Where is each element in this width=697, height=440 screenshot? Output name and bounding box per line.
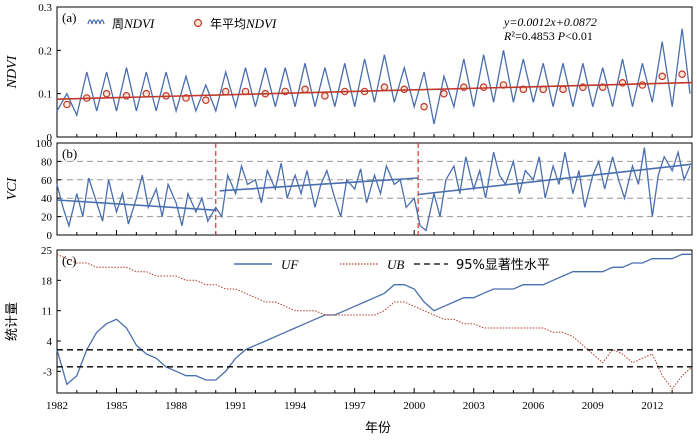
- y-tick-label: 0: [47, 230, 53, 242]
- panel-tag: (a): [62, 10, 76, 25]
- panel-a: 0 0.1 0.2 0.3 NDVI (a) 周NDVI 年平均NDVI y=0.0012x+0…: [5, 2, 693, 144]
- panel-b: 0 20 40 60 80 100 VCI (b): [5, 138, 693, 242]
- data-point: [380, 83, 389, 91]
- y-axis-label: NDVI: [5, 54, 20, 89]
- legend-line-glyph: [87, 19, 105, 25]
- data-point: [420, 102, 428, 111]
- x-tick-label: 2009: [582, 400, 605, 412]
- x-tick-label: 2000: [403, 400, 426, 412]
- data-point: [678, 70, 686, 78]
- y-axis-label: VCI: [5, 176, 20, 200]
- series-line: [56, 253, 693, 390]
- data-point: [102, 89, 111, 98]
- data-point: [142, 89, 151, 98]
- data-point: [559, 85, 567, 94]
- data-point: [202, 96, 210, 104]
- data-point: [440, 89, 448, 98]
- x-tick-label: 2006: [522, 400, 545, 412]
- data-point: [658, 72, 667, 81]
- y-tick-label: 0.2: [38, 45, 52, 57]
- y-tick-label: 4: [47, 336, 53, 348]
- x-tick-label: 1985: [106, 400, 129, 412]
- y-tick-label: 80: [41, 156, 53, 168]
- x-tick-label: 2003: [463, 400, 486, 412]
- equation-text: y=0.0012x+0.0872: [503, 15, 597, 29]
- y-tick-label: 0.3: [38, 2, 52, 14]
- x-tick-label: 1994: [284, 400, 307, 412]
- series-line: [56, 81, 693, 100]
- y-axis-label: 统计量: [5, 302, 20, 341]
- x-tick-label: 2012: [641, 400, 663, 412]
- x-tick-label: 1997: [344, 400, 367, 412]
- data-point: [638, 81, 647, 89]
- legend-marker: [193, 18, 203, 28]
- stats-text: R²=0.4853 P<0.01: [503, 29, 593, 43]
- series-line: [418, 163, 693, 196]
- y-tick-label: 18: [41, 275, 53, 287]
- y-tick-label: 0.1: [38, 89, 52, 101]
- y-tick-label: 60: [41, 175, 53, 187]
- y-tick-label: 0: [47, 132, 53, 144]
- y-tick-label: 100: [36, 138, 53, 150]
- legend-label: UB: [387, 257, 404, 272]
- x-tick-label: 1982: [46, 400, 68, 412]
- legend-label: 周NDVI: [112, 16, 155, 31]
- x-tick-label: 1991: [225, 400, 247, 412]
- plot-frame: [56, 142, 693, 236]
- data-point: [221, 87, 230, 96]
- legend-label: UF: [281, 257, 299, 272]
- series-line: [56, 199, 216, 211]
- y-tick-label: 25: [41, 245, 53, 257]
- panel-tag: (c): [62, 253, 76, 268]
- legend-label: 95%显著性水平: [456, 258, 550, 273]
- data-point: [321, 92, 329, 100]
- data-point: [63, 100, 71, 109]
- series-line: [219, 177, 419, 192]
- y-tick-label: -3: [43, 366, 53, 378]
- panel-tag: (b): [62, 146, 77, 161]
- data-point: [301, 85, 309, 94]
- panel-c: 25 18 11 4 -3 统计量 (c) 1982 1985 1988 1991 1994 1997 2…: [5, 245, 693, 412]
- series-line: [56, 28, 691, 125]
- legend-label: 年平均NDVI: [210, 16, 277, 31]
- y-tick-label: 40: [41, 193, 53, 205]
- series-line: [56, 253, 692, 386]
- y-tick-label: 11: [41, 306, 52, 318]
- x-tick-label: 1988: [165, 400, 188, 412]
- y-tick-label: 20: [41, 212, 53, 224]
- x-axis-label: 年份: [365, 421, 391, 436]
- series-line: [56, 147, 691, 232]
- data-point: [479, 83, 488, 91]
